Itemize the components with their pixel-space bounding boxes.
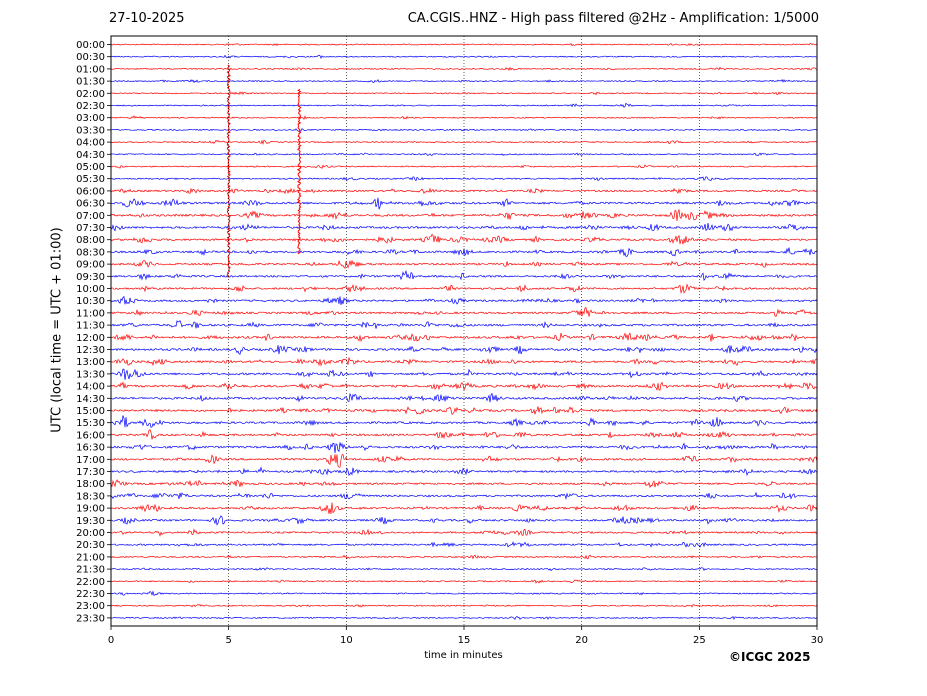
row-label-1530: 15:30 xyxy=(76,418,105,429)
major-spike-2 xyxy=(296,88,302,255)
trace-2130 xyxy=(110,567,818,572)
row-label-0600: 06:00 xyxy=(76,186,105,197)
trace-2330 xyxy=(110,615,818,621)
trace-2200 xyxy=(110,579,818,584)
row-label-0100: 01:00 xyxy=(76,64,105,75)
row-label-0030: 00:30 xyxy=(76,52,105,63)
plot-frame xyxy=(110,35,818,627)
row-label-1700: 17:00 xyxy=(76,455,105,466)
row-label-1100: 11:00 xyxy=(76,308,105,319)
row-label-0000: 00:00 xyxy=(76,40,105,51)
trace-2300 xyxy=(110,604,818,608)
x-tick-label-20: 20 xyxy=(575,635,588,646)
trace-1230 xyxy=(110,344,818,355)
chart-date: 27-10-2025 xyxy=(109,11,185,26)
trace-1930 xyxy=(110,515,818,526)
row-label-0200: 02:00 xyxy=(76,89,105,100)
major-spike-1 xyxy=(226,64,232,278)
trace-0730 xyxy=(110,222,818,232)
trace-1500 xyxy=(110,406,818,416)
row-label-1600: 16:00 xyxy=(76,430,105,441)
trace-2000 xyxy=(110,528,818,537)
row-label-1500: 15:00 xyxy=(76,406,105,417)
row-label-1730: 17:30 xyxy=(76,467,105,478)
row-label-1300: 13:00 xyxy=(76,357,105,368)
trace-1300 xyxy=(110,357,818,367)
x-axis-label-text: time in minutes xyxy=(424,650,503,661)
row-label-1830: 18:30 xyxy=(76,491,105,502)
x-tick-group: 0 5 10 15 20 25 30 xyxy=(108,626,824,646)
copyright: ©ICGC 2025 xyxy=(729,650,811,664)
row-label-0230: 02:30 xyxy=(76,101,105,112)
row-label-0730: 07:30 xyxy=(76,223,105,234)
row-label-2030: 20:30 xyxy=(76,540,105,551)
row-label-2300: 23:00 xyxy=(76,601,105,612)
trace-1200 xyxy=(110,332,818,343)
row-label-2230: 22:30 xyxy=(76,589,105,600)
x-tick-label-5: 5 xyxy=(225,635,231,646)
row-label-1900: 19:00 xyxy=(76,504,105,515)
trace-1430 xyxy=(110,392,818,403)
row-label-0330: 03:30 xyxy=(76,125,105,136)
x-tick-label-25: 25 xyxy=(693,635,706,646)
row-label-2330: 23:30 xyxy=(76,613,105,624)
row-label-1000: 10:00 xyxy=(76,284,105,295)
row-label-2100: 21:00 xyxy=(76,552,105,563)
trace-2030 xyxy=(110,541,818,548)
row-label-0830: 08:30 xyxy=(76,247,105,258)
x-tick-label-30: 30 xyxy=(811,635,824,646)
row-label-2130: 21:30 xyxy=(76,565,105,576)
row-label-0630: 06:30 xyxy=(76,199,105,210)
grid-group xyxy=(228,36,700,626)
row-label-1630: 16:30 xyxy=(76,443,105,454)
trace-0800 xyxy=(110,233,818,245)
row-label-1130: 11:30 xyxy=(76,321,105,332)
trace-0000 xyxy=(110,42,818,47)
row-label-0500: 05:00 xyxy=(76,162,105,173)
spike-group xyxy=(226,64,302,278)
trace-1400 xyxy=(110,381,818,391)
row-label-0700: 07:00 xyxy=(76,211,105,222)
row-label-1330: 13:30 xyxy=(76,369,105,380)
row-label-1230: 12:30 xyxy=(76,345,105,356)
row-label-0430: 04:30 xyxy=(76,150,105,161)
x-tick-label-15: 15 xyxy=(458,635,471,646)
trace-0600 xyxy=(110,187,818,195)
row-label-1400: 14:00 xyxy=(76,382,105,393)
row-label-1800: 18:00 xyxy=(76,479,105,490)
row-label-0400: 04:00 xyxy=(76,138,105,149)
row-label-2000: 20:00 xyxy=(76,528,105,539)
row-label-0900: 09:00 xyxy=(76,260,105,271)
row-label-2200: 22:00 xyxy=(76,577,105,588)
row-label-1030: 10:30 xyxy=(76,296,105,307)
trace-1330 xyxy=(110,368,818,380)
trace-0930 xyxy=(110,270,818,281)
row-label-1430: 14:30 xyxy=(76,394,105,405)
y-axis-label: UTC (local time = UTC + 01:00) xyxy=(49,227,65,433)
row-label-0800: 08:00 xyxy=(76,235,105,246)
x-tick-label-0: 0 xyxy=(108,635,114,646)
row-label-0130: 01:30 xyxy=(76,77,105,88)
trace-2100 xyxy=(110,554,817,560)
x-tick-label-10: 10 xyxy=(340,635,353,646)
chart-title: CA.CGIS..HNZ - High pass filtered @2Hz -… xyxy=(407,11,819,26)
row-label-1930: 19:30 xyxy=(76,516,105,527)
row-label-0930: 09:30 xyxy=(76,272,105,283)
row-label-1200: 12:00 xyxy=(76,333,105,344)
row-label-0300: 03:00 xyxy=(76,113,105,124)
x-axis-label: time in minutes xyxy=(0,650,927,661)
trace-2230 xyxy=(110,590,818,596)
trace-0400 xyxy=(110,139,818,146)
row-label-0530: 05:30 xyxy=(76,174,105,185)
